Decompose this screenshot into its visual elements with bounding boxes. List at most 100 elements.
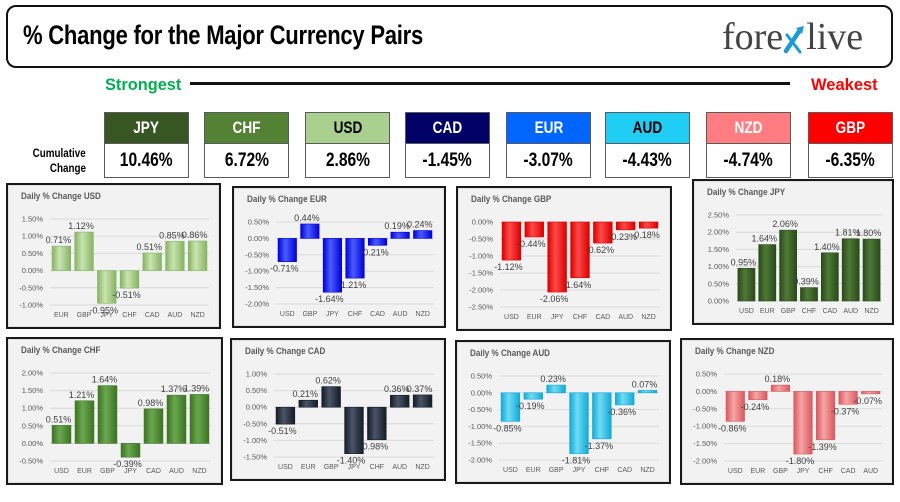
y-tick-label: -2.00% — [469, 286, 493, 295]
y-tick-label: 0.00% — [22, 266, 44, 275]
chart-title: Daily % Change USD — [21, 191, 101, 202]
title-banner: % Change for the Major Currency Pairs fo… — [6, 5, 893, 68]
data-label: 0.85% — [159, 230, 185, 240]
x-category-label: JPY — [348, 464, 361, 471]
y-tick-label: 2.00% — [22, 369, 44, 378]
cumulative-value-box: 2.86% — [305, 144, 390, 178]
bar-nzd — [412, 394, 433, 408]
bar-aud — [390, 394, 410, 408]
x-category-label: EUR — [54, 312, 69, 319]
data-label: -1.40% — [337, 456, 366, 466]
x-category-label: JPY — [797, 468, 810, 475]
bar-chf — [800, 287, 818, 302]
y-tick-label: 0.50% — [471, 372, 493, 381]
data-label: 0.44% — [294, 213, 320, 223]
data-label: 0.62% — [315, 376, 341, 386]
currency-header: NZD — [706, 112, 791, 144]
data-label: 0.36% — [384, 384, 410, 394]
cumulative-item-usd: USD 2.86% — [305, 112, 390, 178]
data-label: 1.64% — [92, 375, 118, 385]
data-label: 1.81% — [835, 228, 861, 238]
y-tick-label: 1.50% — [22, 386, 44, 395]
bar-eur — [524, 221, 544, 238]
x-category-label: CAD — [145, 312, 160, 319]
data-label: 0.19% — [384, 221, 410, 231]
y-tick-label: 1.50% — [708, 245, 730, 254]
x-category-label: AUD — [863, 468, 878, 475]
x-category-label: USD — [739, 308, 754, 315]
strongest-label: Strongest — [105, 75, 182, 94]
bar-usd — [725, 391, 745, 422]
cumulative-label-line2: Change — [49, 161, 86, 175]
currency-code: CAD — [432, 118, 463, 137]
x-category-label: JPY — [551, 314, 564, 321]
x-category-label: CHF — [370, 464, 384, 471]
cumulative-value: -4.43% — [622, 149, 673, 171]
currency-header: CHF — [204, 112, 289, 144]
bar-cad — [838, 391, 858, 405]
y-tick-label: -1.00% — [245, 267, 269, 276]
currency-header: CAD — [405, 112, 490, 144]
x-category-label: AUD — [169, 468, 184, 475]
cumulative-value: 2.86% — [325, 149, 370, 171]
data-label: 0.18% — [765, 374, 791, 384]
x-category-label: GBP — [100, 468, 115, 475]
bar-chf — [592, 392, 612, 440]
x-category-label: JPY — [326, 311, 339, 318]
bar-chf — [367, 406, 387, 441]
currency-code: EUR — [534, 118, 563, 137]
x-category-label: EUR — [77, 468, 92, 475]
cumulative-item-eur: EUR -3.07% — [506, 112, 591, 178]
currency-code: JPY — [133, 118, 160, 137]
bars — [737, 229, 881, 302]
page-title: % Change for the Major Currency Pairs — [23, 20, 424, 50]
x-category-label: EUR — [526, 467, 541, 474]
x-category-label: NZD — [640, 467, 654, 474]
y-tick-label: 2.00% — [708, 228, 730, 237]
x-category-label: CHF — [573, 314, 587, 321]
cumulative-item-cad: CAD -1.45% — [405, 112, 490, 178]
x-category-label: JPY — [573, 467, 586, 474]
data-label: 0.95% — [731, 257, 757, 267]
bar-nzd — [413, 230, 433, 239]
cumulative-change-label: Cumulative Change — [6, 146, 86, 176]
cumulative-value: 6.72% — [224, 149, 269, 171]
bar-chart-gbp: 0.00% -0.50% -1.00% -1.50% -2.00% -2.50% USD -1… — [469, 218, 660, 321]
x-category-label: EUR — [301, 464, 316, 471]
data-label: -1.64% — [315, 294, 344, 304]
y-tick-label: -1.50% — [468, 439, 492, 448]
bar-chart-usd: 1.50% 1.00% 0.50% 0.00% -0.50% -1.00% EUR 0.71%… — [19, 215, 209, 319]
bar-gbp — [321, 386, 341, 408]
bar-eur — [51, 245, 71, 271]
bar-nzd — [638, 221, 659, 229]
forexlive-logo: fore live — [722, 12, 863, 62]
x-category-label: GBP — [773, 468, 788, 475]
data-label: -0.18% — [631, 230, 660, 240]
bar-chart-nzd: 0.50% 0.00% -0.50% -1.00% -1.50% -2.00% USD -0.… — [693, 370, 882, 475]
y-tick-label: -2.00% — [693, 457, 717, 466]
y-tick-label: 0.50% — [246, 386, 268, 395]
x-category-label: CHF — [348, 311, 362, 318]
data-label: -0.37% — [831, 406, 860, 416]
bar-jpy — [793, 391, 813, 455]
data-label: -0.86% — [718, 423, 747, 433]
data-label: -0.71% — [270, 264, 299, 274]
data-label: -0.62% — [586, 245, 615, 255]
bar-eur — [298, 399, 318, 408]
y-tick-label: -2.00% — [245, 300, 269, 309]
currency-code: CHF — [232, 118, 261, 137]
x-category-label: CAD — [822, 308, 837, 315]
cumulative-value: -1.45% — [422, 149, 473, 171]
y-tick-label: -1.50% — [469, 269, 493, 278]
data-label: -0.39% — [113, 459, 142, 469]
bar-cad — [593, 221, 613, 244]
cumulative-item-chf: CHF 6.72% — [204, 112, 289, 178]
data-label: 0.51% — [136, 242, 162, 252]
currency-header: AUD — [605, 112, 690, 144]
data-label: 1.37% — [161, 384, 187, 394]
x-category-label: NZD — [190, 312, 204, 319]
cumulative-value-box: 6.72% — [204, 144, 289, 178]
y-tick-label: -0.50% — [243, 419, 267, 428]
y-tick-label: -1.50% — [693, 439, 717, 448]
y-tick-label: -0.50% — [245, 250, 269, 259]
